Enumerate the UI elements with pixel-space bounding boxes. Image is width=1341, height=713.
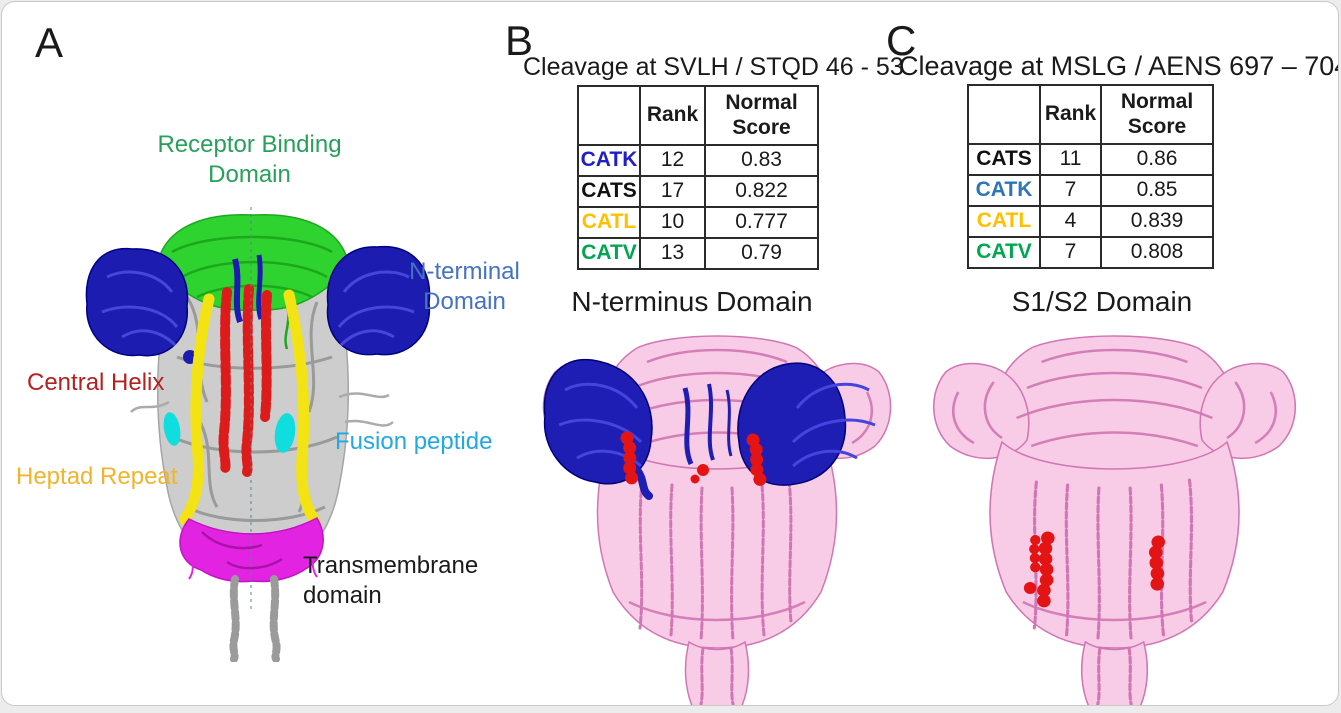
rank-value: 7	[1039, 174, 1102, 207]
table-row: CATV 13 0.79	[577, 237, 819, 270]
transmembrane-region	[179, 517, 324, 583]
panel-b-subtitle: N-terminus Domain	[571, 286, 813, 317]
label-receptor-binding-domain: Receptor Binding Domain	[157, 131, 342, 188]
heptad-repeat-helices	[178, 289, 321, 527]
label-heptad-repeat: Heptad Repeat	[16, 463, 178, 490]
spike-body-pink	[932, 334, 1297, 705]
rank-value: 11	[1039, 143, 1102, 176]
central-helix-region	[218, 284, 272, 477]
label-fusion-peptide: Fusion peptide	[335, 428, 493, 455]
panel-c-letter: C	[886, 17, 917, 64]
table-row: CATS 17 0.822	[577, 175, 819, 208]
enzyme-name: CATV	[577, 237, 641, 270]
table-row: CATK 7 0.85	[967, 174, 1214, 207]
n-terminal-domain-left-region	[85, 247, 189, 357]
corner-cell	[967, 84, 1041, 145]
ntd-center-strands	[232, 254, 264, 323]
gray-loop-wisps	[130, 392, 394, 427]
ntd-highlight-texture	[558, 382, 876, 468]
rank-header: Rank	[639, 85, 706, 146]
fusion-peptide-region	[163, 412, 296, 453]
panel-c-score-table: Rank Normal Score CATS 11 0.86 CATK 7 0.…	[967, 84, 1214, 269]
panel-b-letter: B	[505, 17, 534, 64]
cleavage-site-sphere-chains	[1029, 531, 1166, 613]
panel-c-title: Cleavage at MSLG / AENS 697 – 704	[899, 51, 1339, 81]
label-n-terminal-domain: N-terminal Domain	[409, 258, 520, 315]
score-value: 0.777	[704, 206, 819, 239]
score-value: 0.83	[704, 144, 819, 177]
table-row: CATS 11 0.86	[967, 143, 1214, 176]
table-header-row: Rank Normal Score	[577, 85, 819, 146]
table-header-row: Rank Normal Score	[967, 84, 1214, 145]
label-transmembrane-domain: Transmembrane domain	[303, 552, 479, 609]
spike-structure-s1s2-highlight	[932, 334, 1297, 705]
score-value: 0.822	[704, 175, 819, 208]
table-row: CATL 10 0.777	[577, 206, 819, 239]
enzyme-name: CATL	[967, 205, 1041, 238]
spike-structure-full-color	[85, 207, 431, 662]
panel-c-subtitle: S1/S2 Domain	[1011, 286, 1193, 317]
enzyme-name: CATS	[967, 143, 1041, 176]
rank-value: 17	[639, 175, 706, 208]
enzyme-name: CATK	[577, 144, 641, 177]
cleavage-site-dot	[697, 464, 709, 476]
score-value: 0.79	[704, 237, 819, 270]
rank-value: 4	[1039, 205, 1102, 238]
enzyme-name: CATS	[577, 175, 641, 208]
score-value: 0.86	[1100, 143, 1214, 176]
cleavage-site-dot	[1023, 582, 1037, 594]
tm-wisps	[188, 524, 318, 580]
rank-value: 13	[639, 237, 706, 270]
tm-ribbon-texture	[201, 531, 283, 570]
enzyme-name: CATV	[967, 236, 1041, 269]
enzyme-name: CATL	[577, 206, 641, 239]
table-row: CATK 12 0.83	[577, 144, 819, 177]
corner-cell	[577, 85, 641, 146]
panel-b-title: Cleavage at SVLH / STQD 46 - 53	[523, 53, 904, 81]
panel-b-score-table: Rank Normal Score CATK 12 0.83 CATS 17 0…	[577, 85, 819, 270]
table-row: CATL 4 0.839	[967, 205, 1214, 238]
enzyme-name: CATK	[967, 174, 1041, 207]
rank-value: 12	[639, 144, 706, 177]
label-central-helix: Central Helix	[27, 369, 165, 396]
score-header: Normal Score	[704, 85, 819, 146]
score-header: Normal Score	[1100, 84, 1214, 145]
score-value: 0.808	[1100, 236, 1214, 269]
rank-value: 7	[1039, 236, 1102, 269]
ntd-center-strands	[633, 383, 733, 500]
rbd-ribbon-texture	[171, 235, 333, 350]
cleavage-site-dot	[690, 474, 700, 484]
panel-a-letter: A	[35, 19, 64, 66]
ntd-highlight-right	[737, 362, 847, 486]
score-value: 0.85	[1100, 174, 1214, 207]
score-value: 0.839	[1100, 205, 1214, 238]
rank-value: 10	[639, 206, 706, 239]
table-row: CATV 7 0.808	[967, 236, 1214, 269]
stalk-tails	[229, 575, 281, 662]
spike-structure-n-terminus-highlight	[541, 334, 893, 705]
cleavage-site-spheres	[620, 431, 768, 490]
rank-header: Rank	[1039, 84, 1102, 145]
ntd-ribbon-texture	[101, 270, 415, 347]
